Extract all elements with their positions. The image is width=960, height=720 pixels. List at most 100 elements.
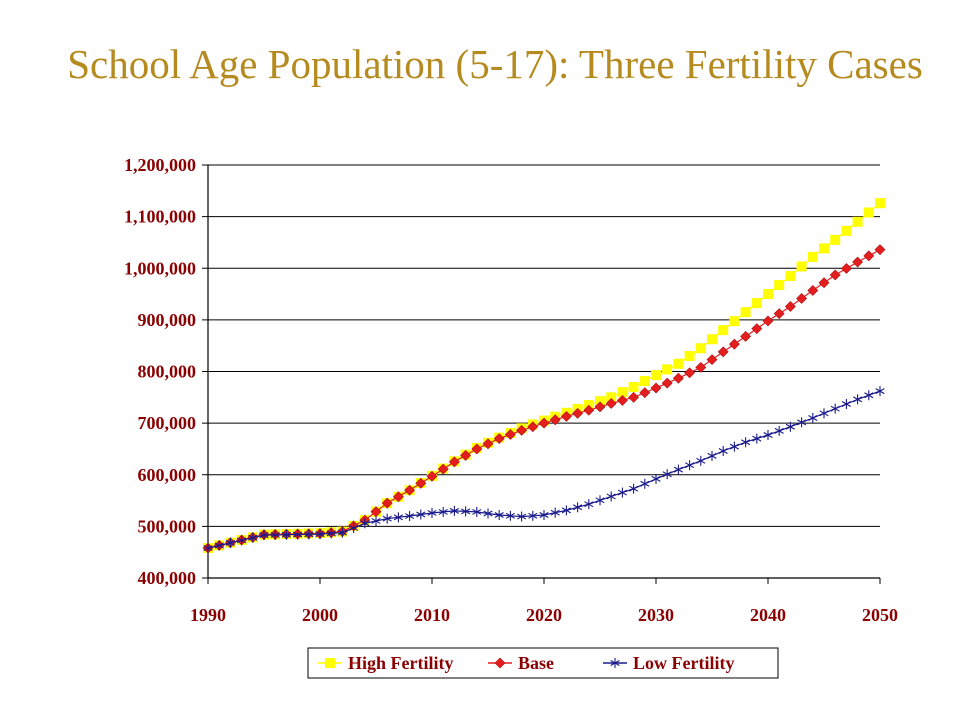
- x-tick-label: 2010: [414, 605, 450, 625]
- marker-square: [863, 207, 874, 218]
- series-base: [202, 244, 886, 554]
- marker-asterisk: [718, 446, 728, 457]
- marker-diamond: [852, 256, 864, 268]
- marker-diamond: [471, 443, 483, 455]
- marker-diamond: [494, 657, 506, 669]
- marker-square: [729, 316, 740, 327]
- marker-asterisk: [752, 433, 762, 444]
- marker-diamond: [773, 308, 785, 320]
- marker-asterisk: [606, 491, 616, 502]
- y-tick-label: 700,000: [138, 413, 197, 433]
- marker-diamond: [516, 424, 528, 436]
- marker-asterisk: [673, 464, 683, 475]
- marker-square: [740, 307, 751, 318]
- marker-asterisk: [281, 529, 291, 540]
- marker-diamond: [807, 285, 819, 296]
- y-tick-label: 500,000: [138, 516, 197, 536]
- marker-diamond: [616, 394, 628, 406]
- marker-diamond: [706, 354, 718, 366]
- marker-asterisk: [595, 495, 605, 506]
- marker-square: [707, 334, 717, 345]
- marker-asterisk: [505, 510, 515, 521]
- marker-square: [875, 198, 885, 209]
- legend-label: Low Fertility: [633, 653, 734, 673]
- marker-asterisk: [853, 394, 863, 405]
- marker-diamond: [650, 382, 662, 394]
- marker-asterisk: [696, 455, 706, 466]
- marker-diamond: [661, 377, 673, 389]
- marker-square: [807, 251, 818, 262]
- marker-asterisk: [237, 535, 247, 546]
- marker-asterisk: [629, 483, 639, 494]
- marker-asterisk: [349, 522, 359, 533]
- marker-diamond: [572, 407, 584, 419]
- marker-asterisk: [214, 540, 224, 551]
- marker-asterisk: [617, 487, 627, 498]
- y-tick-label: 900,000: [138, 310, 197, 330]
- marker-diamond: [796, 293, 808, 304]
- marker-asterisk: [685, 460, 695, 471]
- y-tick-label: 1,200,000: [124, 155, 196, 175]
- marker-square: [695, 343, 706, 354]
- marker-diamond: [728, 338, 740, 350]
- marker-asterisk: [337, 527, 347, 538]
- marker-asterisk: [741, 437, 751, 448]
- marker-asterisk: [326, 528, 336, 539]
- marker-diamond: [594, 401, 606, 413]
- marker-square: [785, 270, 796, 281]
- marker-asterisk: [561, 505, 571, 516]
- marker-asterisk: [461, 506, 471, 517]
- marker-diamond: [460, 449, 472, 461]
- series-group: [202, 198, 886, 554]
- y-tick-label: 800,000: [138, 362, 197, 382]
- axes: [202, 164, 881, 584]
- marker-asterisk: [315, 529, 325, 540]
- marker-asterisk: [640, 478, 650, 489]
- marker-diamond: [628, 391, 640, 403]
- marker-square: [628, 381, 639, 392]
- marker-diamond: [560, 410, 572, 422]
- marker-square: [830, 234, 841, 245]
- x-tick-label: 2030: [638, 605, 674, 625]
- y-tick-label: 400,000: [138, 568, 197, 588]
- marker-diamond: [740, 330, 752, 342]
- series-low: [203, 386, 885, 554]
- marker-square: [639, 376, 650, 387]
- marker-square: [796, 261, 807, 272]
- marker-asterisk: [539, 510, 549, 521]
- marker-asterisk: [259, 530, 269, 541]
- marker-diamond: [381, 497, 393, 509]
- series-high: [203, 198, 885, 554]
- marker-asterisk: [729, 441, 739, 452]
- marker-diamond: [426, 470, 438, 482]
- marker-diamond: [437, 463, 449, 475]
- marker-asterisk: [416, 509, 426, 520]
- marker-diamond: [695, 361, 707, 373]
- marker-diamond: [684, 367, 696, 379]
- marker-square: [684, 351, 695, 362]
- marker-asterisk: [449, 505, 459, 516]
- marker-asterisk: [483, 508, 493, 519]
- series-line-low: [207, 390, 881, 549]
- marker-asterisk: [763, 429, 773, 440]
- marker-square: [819, 243, 829, 254]
- marker-asterisk: [610, 658, 620, 668]
- marker-diamond: [605, 398, 617, 409]
- marker-asterisk: [785, 421, 795, 432]
- marker-asterisk: [494, 510, 504, 521]
- marker-asterisk: [774, 425, 784, 436]
- marker-asterisk: [270, 529, 280, 540]
- marker-square: [852, 216, 863, 227]
- marker-asterisk: [405, 511, 415, 522]
- series-line-base: [207, 249, 881, 549]
- legend-label: High Fertility: [348, 653, 453, 673]
- marker-square: [651, 370, 661, 381]
- marker-diamond: [583, 404, 595, 416]
- y-tick-label: 1,100,000: [124, 207, 196, 227]
- marker-diamond: [504, 429, 516, 440]
- marker-square: [841, 225, 852, 236]
- marker-asterisk: [573, 502, 583, 513]
- marker-asterisk: [550, 507, 560, 518]
- y-tick-label: 1,000,000: [124, 258, 196, 278]
